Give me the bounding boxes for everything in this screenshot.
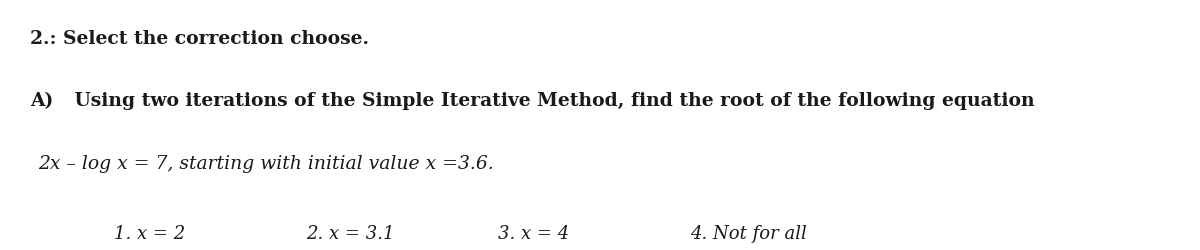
Text: A): A) <box>30 92 53 110</box>
Text: 3. x = 4: 3. x = 4 <box>498 225 569 243</box>
Text: Using two iterations of the Simple Iterative Method, find the root of the follow: Using two iterations of the Simple Itera… <box>68 92 1036 110</box>
Text: 2x – log x = 7, starting with initial value x =3.6.: 2x – log x = 7, starting with initial va… <box>38 155 494 173</box>
Text: 2.: Select the correction choose.: 2.: Select the correction choose. <box>30 30 370 48</box>
Text: 1. x = 2: 1. x = 2 <box>114 225 185 243</box>
Text: 4. Not for all: 4. Not for all <box>690 225 806 243</box>
Text: 2. x = 3.1: 2. x = 3.1 <box>306 225 395 243</box>
